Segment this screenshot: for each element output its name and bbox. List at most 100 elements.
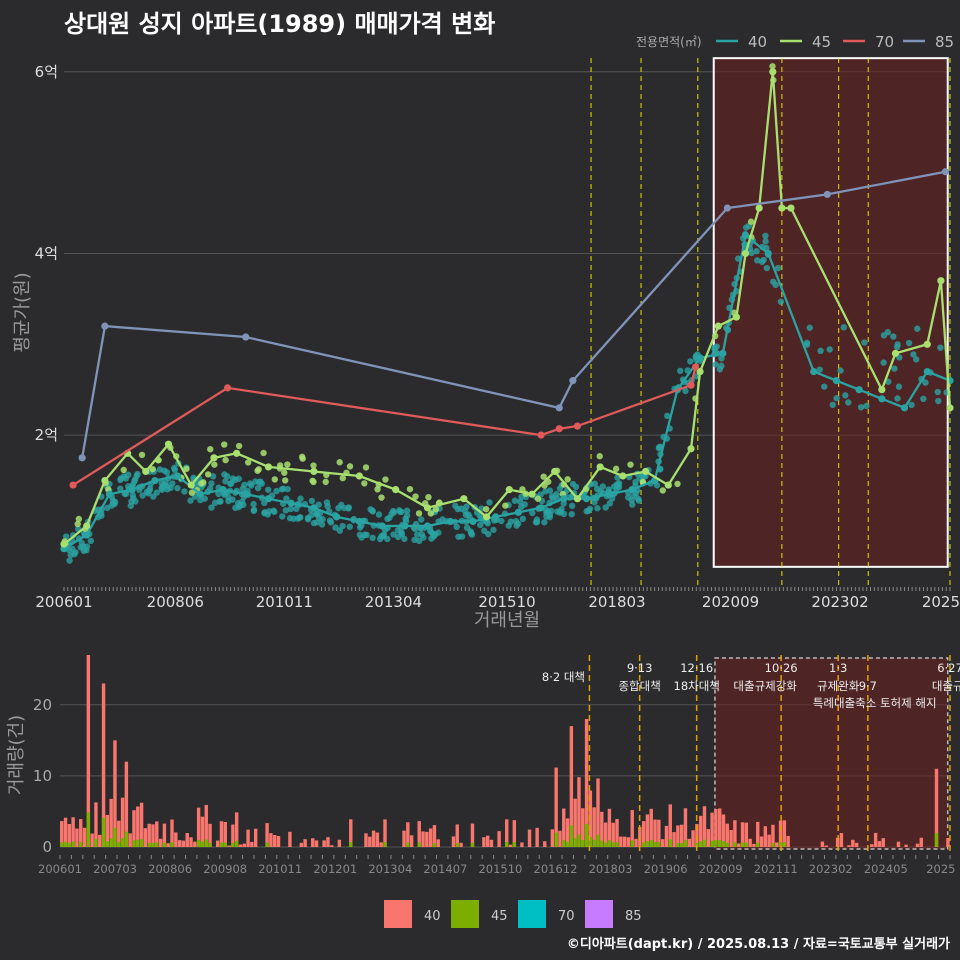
- price-highlight-box: [712, 57, 949, 568]
- volume-y-tick-label: 10: [33, 767, 52, 785]
- volume-highlight-box: [714, 657, 949, 850]
- volume-bar-40: [489, 839, 494, 847]
- price-point-45: [482, 505, 490, 513]
- price-point-40: [207, 485, 214, 492]
- volume-bar-40: [744, 822, 749, 847]
- volume-bar-45: [577, 834, 581, 847]
- volume-policy-label: 대출규제강화: [733, 679, 797, 693]
- price-x-tick-label: 201510: [478, 593, 535, 611]
- price-point-40: [777, 298, 785, 305]
- volume-bar-40: [326, 837, 330, 847]
- price-marker-40: [219, 486, 227, 494]
- price-point-45: [309, 477, 316, 484]
- price-marker-40: [514, 508, 522, 516]
- price-marker-45: [769, 68, 777, 76]
- price-point-40: [327, 519, 335, 526]
- price-point-40: [905, 339, 913, 347]
- price-point-40: [229, 496, 236, 503]
- volume-bar-45: [778, 842, 783, 847]
- price-point-40: [821, 383, 828, 390]
- volume-bar-45: [584, 823, 589, 847]
- price-point-40: [264, 486, 272, 493]
- volume-policy-label: 1·3: [829, 661, 847, 675]
- volume-bar-40: [934, 768, 939, 847]
- volume-bar-40: [299, 842, 304, 847]
- price-marker-85: [723, 204, 731, 212]
- price-point-40: [217, 498, 224, 505]
- volume-bar-45: [641, 842, 646, 847]
- price-point-40: [361, 531, 369, 538]
- price-point-40: [67, 551, 74, 559]
- price-legend-label: 40: [748, 33, 767, 51]
- price-marker-40: [696, 354, 704, 362]
- price-point-40: [248, 482, 255, 489]
- price-point-40: [282, 507, 289, 514]
- volume-bar-40: [250, 841, 254, 847]
- volume-bar-40: [577, 777, 581, 847]
- price-marker-40: [128, 486, 136, 494]
- volume-bar-40: [873, 832, 878, 847]
- volume-bar-40: [128, 833, 132, 847]
- price-point-40: [250, 506, 258, 514]
- volume-bar-40: [668, 804, 672, 847]
- volume-bar-40: [421, 831, 425, 847]
- volume-bar-45: [406, 842, 410, 847]
- volume-bar-40: [90, 833, 94, 847]
- volume-policy-label: 12·16: [680, 661, 713, 675]
- price-marker-45: [641, 467, 650, 476]
- volume-bar-40: [839, 832, 844, 847]
- price-point-40: [345, 504, 352, 511]
- volume-bar-45: [113, 827, 117, 847]
- price-point-45: [198, 480, 205, 487]
- price-marker-45: [310, 467, 318, 476]
- price-marker-45: [482, 513, 491, 521]
- price-point-40: [833, 394, 840, 402]
- volume-bar-45: [588, 836, 593, 847]
- volume-bar-40: [147, 823, 151, 847]
- price-point-45: [221, 441, 228, 448]
- volume-bar-45: [94, 838, 98, 847]
- volume-x-tick-label: 200601: [38, 862, 82, 876]
- volume-bar-40: [143, 828, 148, 847]
- volume-y-tick-label: 0: [42, 838, 52, 856]
- volume-policy-label: 종합대책: [618, 679, 660, 693]
- price-point-40: [290, 515, 297, 522]
- volume-bar-45: [721, 841, 726, 847]
- volume-bar-45: [63, 841, 68, 847]
- price-point-40: [171, 466, 179, 474]
- price-point-40: [934, 388, 941, 396]
- volume-bar-40: [782, 820, 787, 847]
- price-point-40: [187, 497, 194, 504]
- price-marker-85: [78, 454, 86, 462]
- price-point-40: [227, 480, 234, 487]
- volume-bar-40: [470, 823, 475, 847]
- price-marker-45: [210, 454, 218, 462]
- price-point-45: [204, 471, 212, 478]
- volume-x-tick-label: 201201: [313, 862, 357, 876]
- price-point-40: [208, 504, 215, 511]
- price-marker-45: [755, 204, 763, 212]
- volume-bar-40: [649, 808, 653, 847]
- price-marker-40: [105, 490, 114, 498]
- volume-bar-45: [200, 841, 205, 847]
- volume-bar-40: [185, 833, 189, 847]
- price-point-40: [396, 508, 404, 515]
- volume-bar-45: [676, 843, 680, 847]
- price-point-40: [687, 358, 694, 365]
- volume-bar-45: [432, 843, 437, 847]
- volume-x-tick-label: 202009: [699, 862, 743, 876]
- price-point-40: [462, 511, 470, 519]
- volume-bar-40: [79, 819, 83, 847]
- volume-bar-40: [276, 836, 281, 847]
- volume-bar-40: [368, 836, 372, 847]
- volume-bar-40: [105, 814, 110, 847]
- volume-bar-40: [775, 842, 779, 847]
- price-point-40: [232, 504, 239, 512]
- price-point-40: [335, 504, 342, 512]
- price-x-tick-label: 200601: [35, 593, 92, 611]
- volume-policy-label: 9·13: [627, 661, 653, 675]
- price-point-40: [369, 534, 376, 542]
- volume-bar-40: [459, 842, 463, 847]
- price-marker-85: [242, 333, 250, 341]
- price-point-40: [845, 399, 852, 406]
